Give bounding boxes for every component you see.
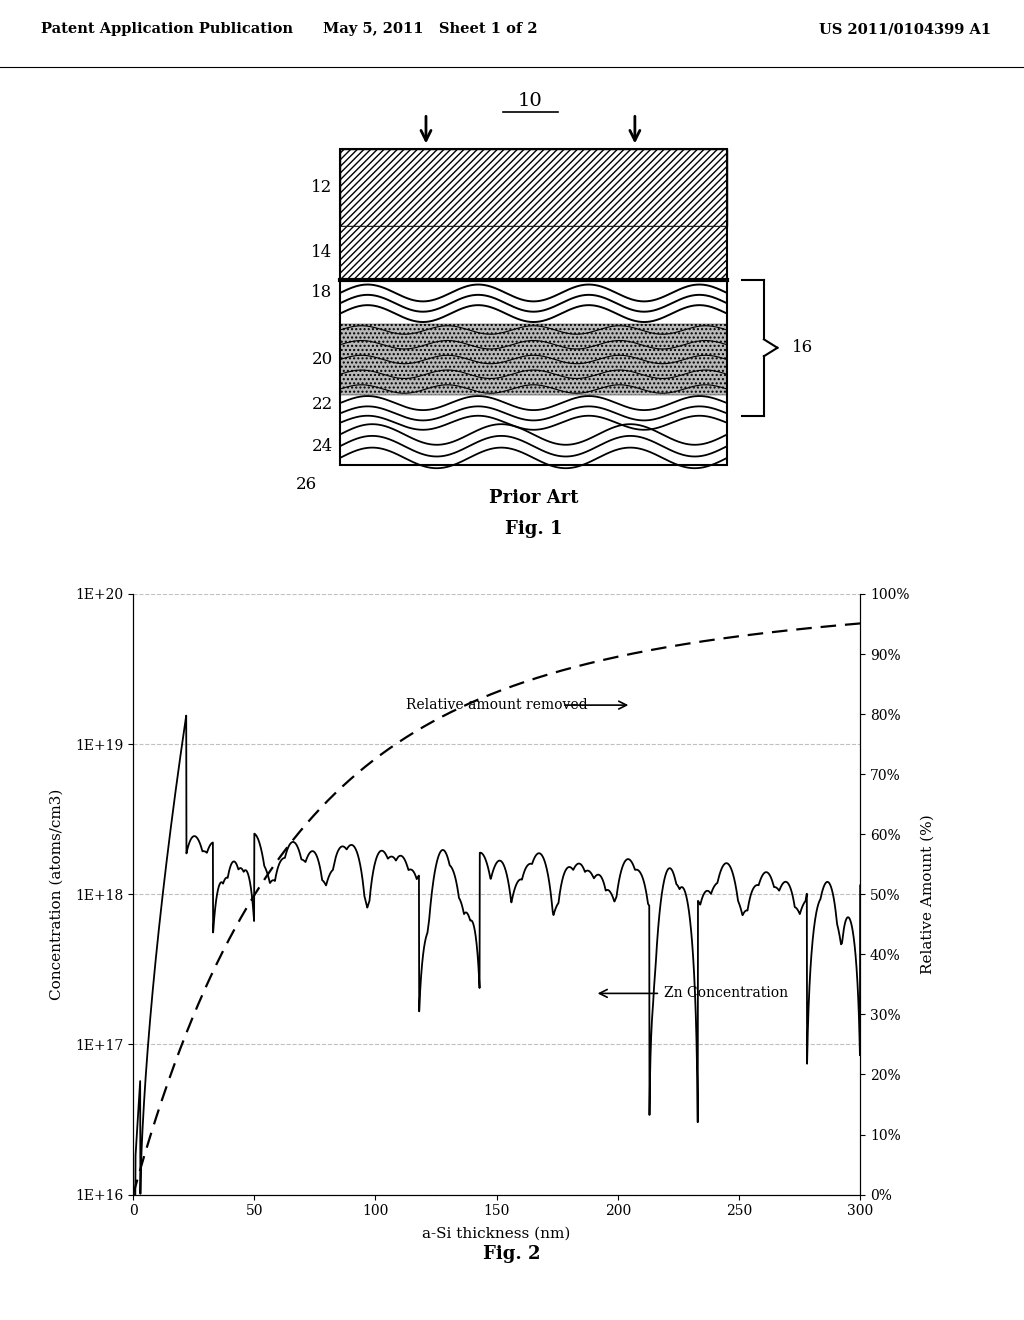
- Text: 24: 24: [311, 438, 333, 454]
- Text: Zn Concentration: Zn Concentration: [664, 986, 788, 1001]
- Text: US 2011/0104399 A1: US 2011/0104399 A1: [819, 22, 991, 36]
- Text: Prior Art: Prior Art: [488, 488, 579, 507]
- Bar: [340, 325, 727, 395]
- Bar: [340, 226, 727, 280]
- Text: Fig. 1: Fig. 1: [505, 520, 562, 539]
- Text: 16: 16: [792, 339, 813, 356]
- Bar: [340, 149, 727, 226]
- Text: 14: 14: [311, 244, 333, 261]
- Text: 18: 18: [311, 285, 333, 301]
- Y-axis label: Relative Amount (%): Relative Amount (%): [921, 814, 935, 974]
- Text: May 5, 2011   Sheet 1 of 2: May 5, 2011 Sheet 1 of 2: [323, 22, 538, 36]
- Text: Relative amount removed: Relative amount removed: [406, 698, 588, 711]
- X-axis label: a-Si thickness (nm): a-Si thickness (nm): [423, 1226, 570, 1241]
- Text: Fig. 2: Fig. 2: [483, 1245, 541, 1263]
- Text: 12: 12: [311, 178, 333, 195]
- Text: 22: 22: [311, 396, 333, 413]
- Text: Patent Application Publication: Patent Application Publication: [41, 22, 293, 36]
- Bar: [340, 149, 727, 465]
- Text: 26: 26: [296, 477, 317, 494]
- Text: 10: 10: [518, 92, 543, 110]
- Text: 20: 20: [311, 351, 333, 368]
- Y-axis label: Concentration (atoms/cm3): Concentration (atoms/cm3): [50, 788, 63, 1001]
